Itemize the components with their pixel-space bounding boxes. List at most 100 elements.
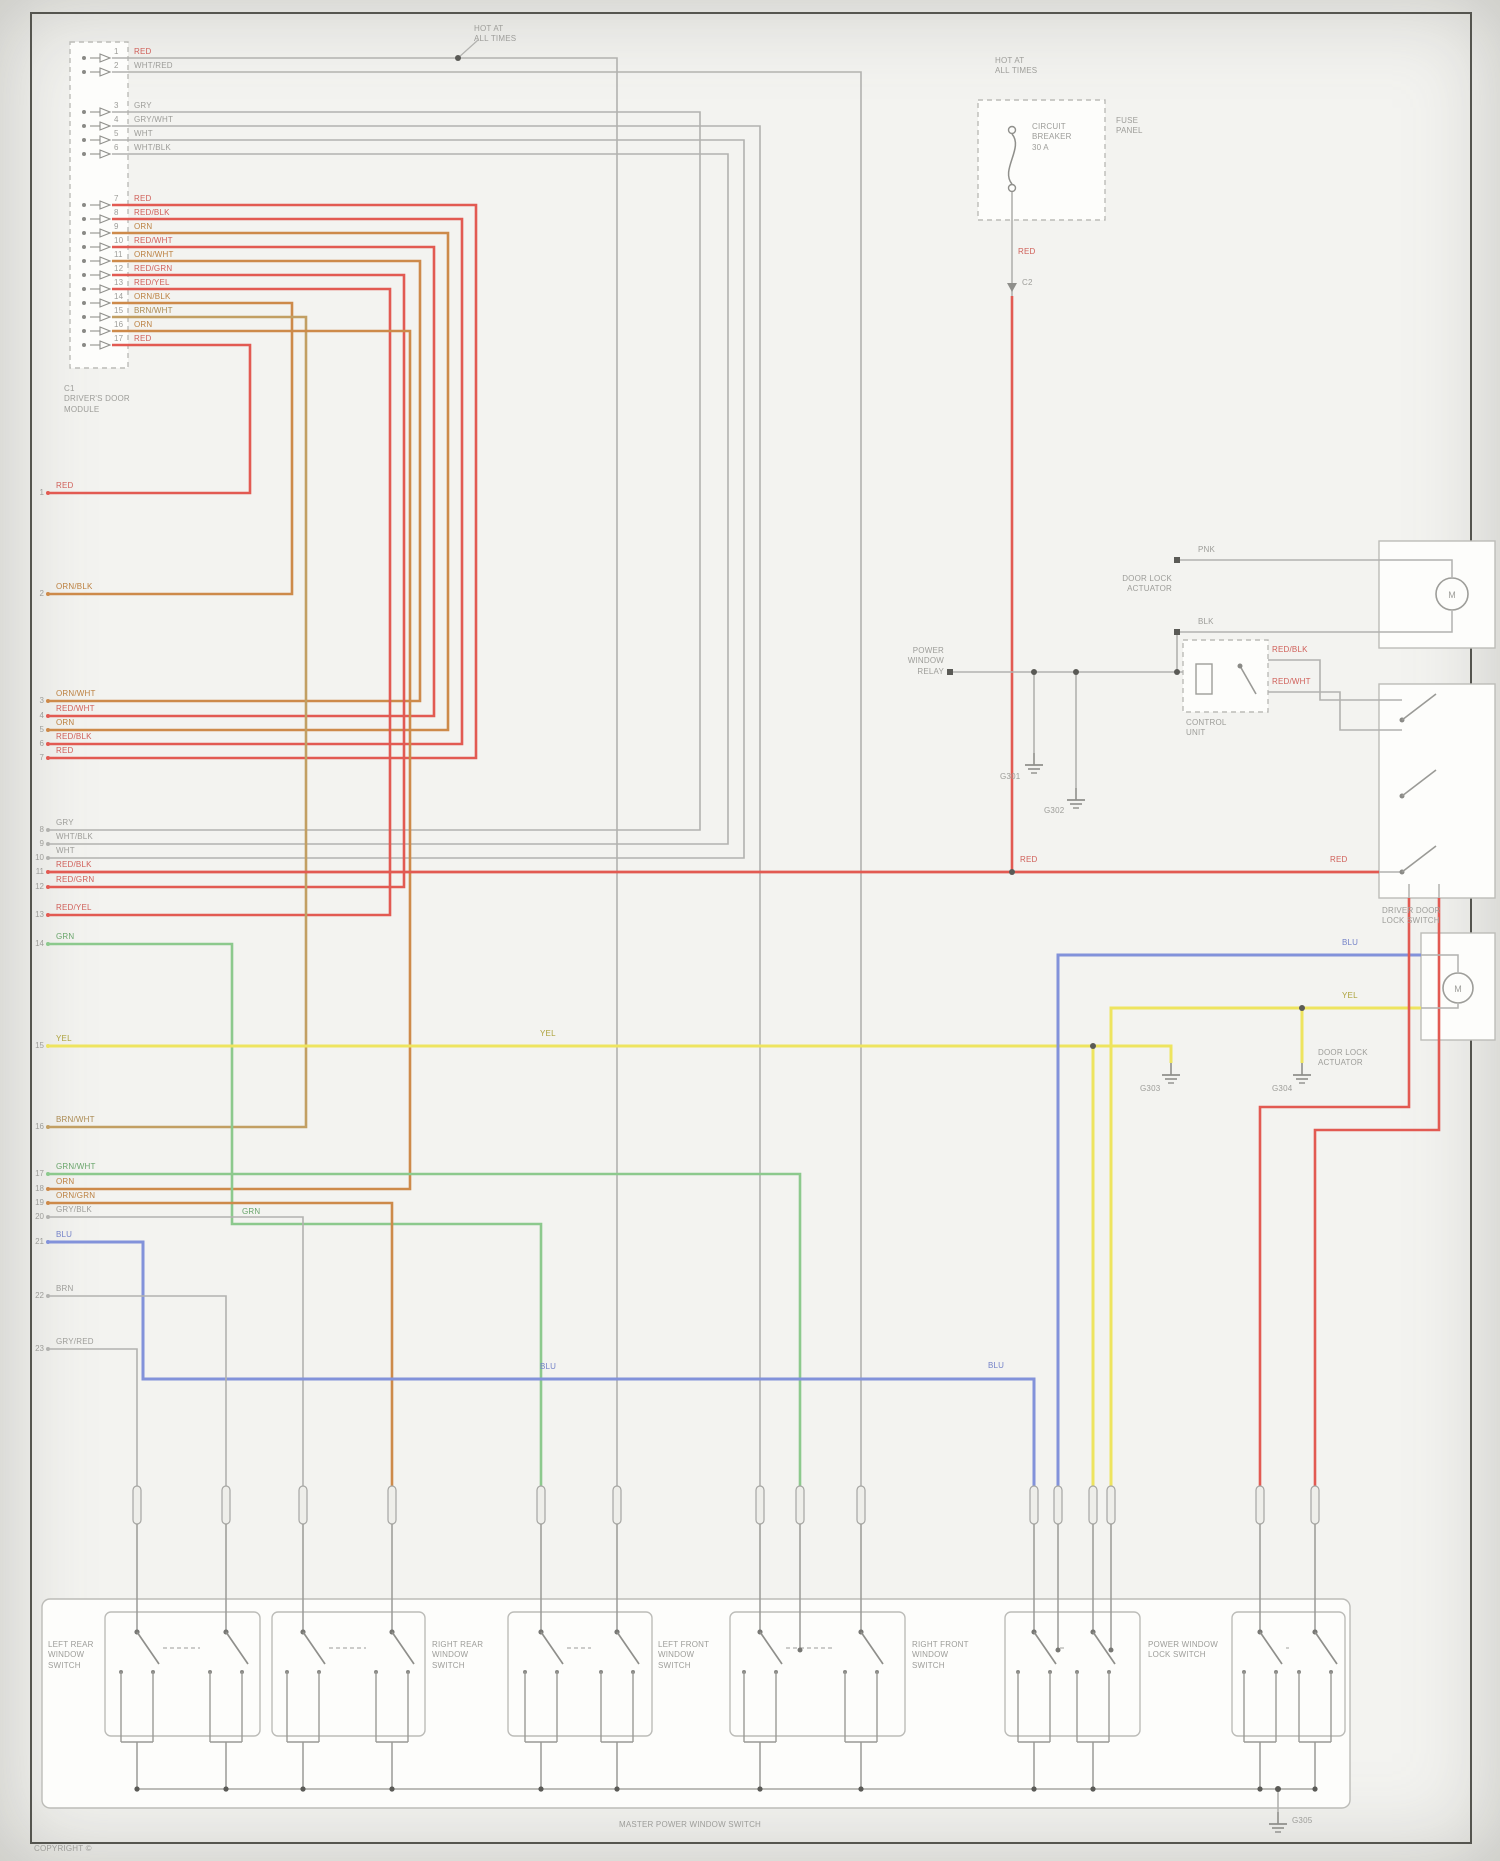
wire-code-label: ORN/WHT [56, 689, 96, 698]
switch-blade [860, 1631, 884, 1665]
wire [1268, 691, 1379, 731]
wire [48, 1216, 304, 1486]
junction-dot [389, 1786, 395, 1792]
pin-number: 7 [114, 194, 119, 203]
junction-dot [1090, 1043, 1096, 1049]
junction-dot [797, 1647, 803, 1653]
wire-code-label: RED/GRN [134, 264, 173, 273]
junction-dot [82, 301, 86, 305]
switch-blade [391, 1631, 415, 1665]
inline-connector-capsule [536, 1485, 546, 1525]
junction-dot [46, 1125, 50, 1129]
junction-dot [46, 1172, 50, 1176]
wire [48, 329, 412, 1191]
junction-dot [82, 343, 86, 347]
junction-dot [46, 1240, 50, 1244]
wire-code-label: RED/YEL [134, 278, 170, 287]
switch-group-label-1: LEFT REAR WINDOW SWITCH [48, 1640, 94, 1670]
wire-code-label: WHT/BLK [56, 832, 93, 841]
switch-blade [225, 1631, 249, 1665]
junction-dot [1090, 1786, 1096, 1792]
door-lock-actuator-box [1378, 540, 1496, 649]
switch-blade [1401, 845, 1437, 873]
pin-number: 10 [114, 236, 124, 245]
door-lock-actuator-label-2: DOOR LOCK ACTUATOR [1318, 1048, 1368, 1068]
wire [1109, 1006, 1421, 1486]
junction-dot [1031, 669, 1037, 675]
wire-code-label: ORN [56, 1177, 75, 1186]
pin-arrow [99, 284, 112, 294]
switch-unit-box [104, 1611, 261, 1737]
junction-dot [858, 1786, 864, 1792]
junction-dot [82, 203, 86, 207]
pin-number: 14 [114, 292, 124, 301]
pin-arrow [99, 228, 112, 238]
stub-number: 10 [35, 853, 44, 862]
junction-dot [46, 885, 50, 889]
wire [48, 287, 392, 917]
wire-code-label: GRY [134, 101, 152, 110]
motor-glyph: M [1448, 590, 1456, 600]
pin-number: 6 [114, 143, 119, 152]
junction-dot [82, 217, 86, 221]
wire-code-label: GRN/WHT [56, 1162, 96, 1171]
ground-label-g302: G302 [1044, 806, 1065, 815]
door-module-label: C1 DRIVER'S DOOR MODULE [64, 384, 130, 414]
wire [112, 57, 618, 1486]
junction-dot [46, 756, 50, 760]
switch-blade [616, 1631, 640, 1665]
inline-connector-capsule [1106, 1485, 1116, 1525]
junction-dot [46, 1201, 50, 1205]
junction-dot [46, 714, 50, 718]
junction-dot [82, 56, 86, 60]
wire [1093, 1044, 1173, 1063]
pin-arrow [99, 200, 112, 210]
wire [48, 217, 464, 746]
pin-number: 16 [114, 320, 124, 329]
wire-code-label: GRY/BLK [56, 1205, 92, 1214]
pin-arrow [99, 312, 112, 322]
wire-code-label: BRN [56, 1284, 74, 1293]
inline-connector-capsule [755, 1485, 765, 1525]
wire-code-label: ORN/WHT [134, 250, 174, 259]
wire [1421, 954, 1459, 972]
switch-blade [540, 1631, 564, 1665]
wire-code-label: YEL [1342, 991, 1358, 1000]
stub-number: 17 [35, 1169, 44, 1178]
stub-number: 1 [39, 488, 44, 497]
diagram-border [30, 12, 1472, 1844]
wire-code-label: ORN [134, 320, 153, 329]
inline-connector-capsule [298, 1485, 308, 1525]
relay-coil [1195, 663, 1213, 695]
junction-dot [82, 138, 86, 142]
junction-dot [300, 1786, 306, 1792]
control-unit-label: CONTROL UNIT [1186, 718, 1227, 738]
wire [48, 245, 436, 718]
wire [1056, 953, 1421, 1486]
inline-connector-capsule [856, 1485, 866, 1525]
ground-label-g305: G305 [1292, 1816, 1313, 1825]
junction-dot [134, 1786, 140, 1792]
wire [48, 1201, 394, 1486]
junction-dot [82, 259, 86, 263]
junction-dot [46, 942, 50, 946]
junction-dot [46, 491, 50, 495]
pin-number: 2 [114, 61, 119, 70]
junction-dot [46, 842, 50, 846]
switch-blade [1401, 693, 1437, 721]
junction-dot [1174, 669, 1180, 675]
switch-group-label-2: RIGHT REAR WINDOW SWITCH [432, 1640, 484, 1670]
junction-dot [1299, 1005, 1305, 1011]
stub-number: 21 [35, 1237, 44, 1246]
junction-dot [46, 728, 50, 732]
pin-number: 8 [114, 208, 119, 217]
wire-code-label: BLK [1198, 617, 1214, 626]
stub-number: 14 [35, 939, 44, 948]
wire-start-marker [947, 669, 953, 675]
wire-code-label: RED [1020, 855, 1038, 864]
stub-number: 11 [35, 867, 44, 876]
ground-label-g303: G303 [1140, 1084, 1161, 1093]
junction-dot [82, 231, 86, 235]
wire-code-label: WHT/BLK [134, 143, 171, 152]
